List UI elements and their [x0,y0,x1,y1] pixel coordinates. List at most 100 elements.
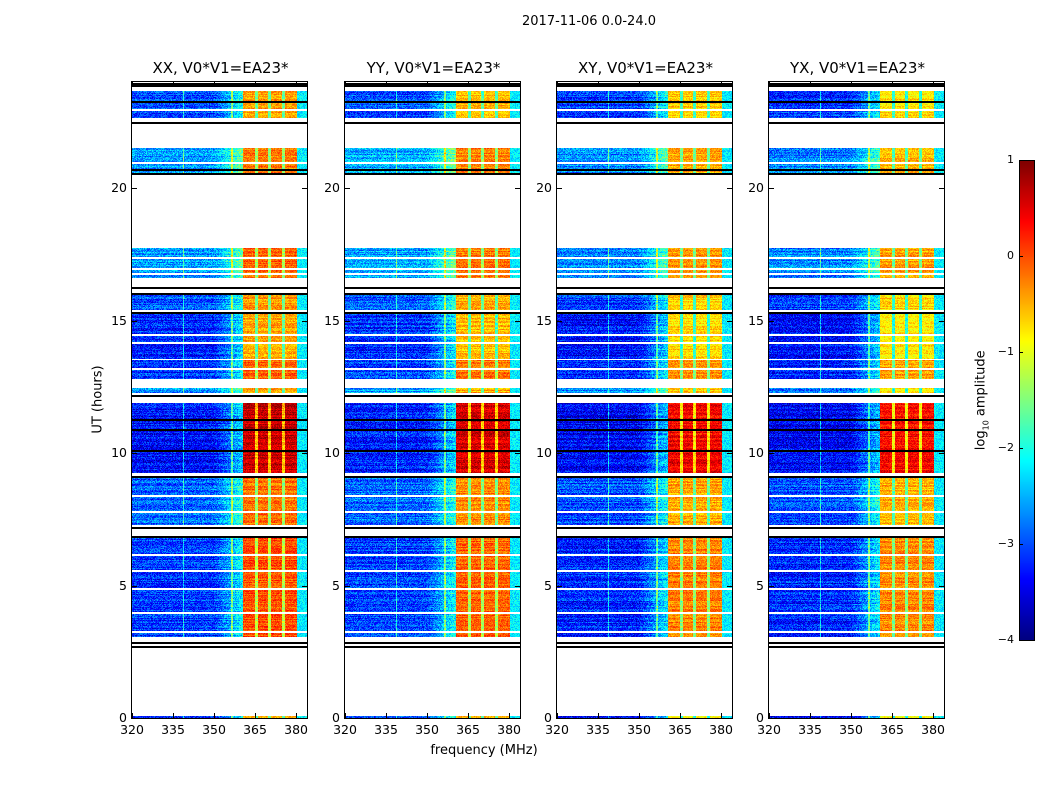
colorbar-tick-mark [1019,160,1023,161]
y-tick-label: 15 [111,312,127,328]
y-tick-mark [302,320,307,322]
y-tick-mark [132,453,137,454]
y-tick-mark [769,453,774,454]
y-tick-mark [557,453,562,454]
x-tick-mark [769,82,770,87]
y-tick-mark [345,585,350,587]
y-tick-mark [727,320,732,322]
x-tick-mark [296,713,298,718]
heatmap-cells [132,82,307,718]
x-tick-label: 350 [415,722,439,737]
x-tick-mark [345,713,346,718]
x-tick-mark [255,713,257,718]
y-tick-label: 20 [111,180,127,195]
y-tick-mark [515,453,520,454]
x-tick-mark [639,713,641,718]
y-tick-mark [132,718,137,719]
y-tick-mark [132,320,137,322]
y-tick-label: 10 [111,445,127,460]
x-tick-label: 380 [921,722,945,737]
y-tick-label: 15 [536,312,552,328]
x-tick-mark [557,713,558,718]
x-tick-mark [509,82,511,87]
y-tick-label: 5 [756,577,764,593]
y-tick-label: 20 [324,180,340,195]
x-tick-label: 320 [333,722,357,737]
x-tick-mark [468,82,470,87]
x-axis-label: frequency (MHz) [430,743,538,758]
x-tick-mark [345,82,346,87]
colorbar [1019,160,1035,641]
colorbar-tick-mark [1019,448,1023,449]
x-tick-label: 335 [161,722,185,737]
y-tick-label: 15 [748,312,764,328]
heatmap-cells [345,82,520,718]
x-tick-label: 335 [798,722,822,737]
colorbar-tick-mark [1019,352,1023,353]
panel-title: XX, V0*V1=EA23* [152,59,289,77]
y-tick-mark [515,585,520,587]
x-tick-mark [386,82,388,87]
y-tick-label: 10 [536,445,552,460]
y-tick-mark [302,188,307,189]
y-tick-label: 0 [119,710,127,725]
panel-title: XY, V0*V1=EA23* [578,59,713,77]
colorbar-tick-label: 1 [1007,153,1014,166]
y-tick-label: 10 [748,445,764,460]
y-tick-mark [769,320,774,322]
x-tick-mark [214,82,216,87]
x-tick-label: 350 [627,722,651,737]
figure-title: 2017-11-06 0.0-24.0 [522,14,656,29]
x-tick-mark [132,713,133,718]
y-tick-mark [557,320,562,322]
y-tick-label: 0 [332,710,340,725]
y-tick-mark [557,585,562,587]
x-tick-mark [851,82,853,87]
x-tick-mark [598,713,600,718]
spectrogram-panel-3: XY, V0*V1=EA23* 0 5 10 15 20 320 335 350 365 380 [536,59,733,737]
x-tick-mark [173,82,175,87]
y-tick-mark [939,585,944,587]
x-tick-label: 365 [243,722,267,737]
x-tick-mark [386,713,388,718]
y-tick-label: 10 [324,445,340,460]
x-tick-label: 350 [839,722,863,737]
colorbar-tick-mark [1019,544,1023,545]
colorbar-tick-label: −3 [997,537,1014,550]
colorbar-tick-label: −2 [997,441,1014,454]
x-tick-mark [214,713,216,718]
y-tick-mark [769,718,774,719]
colorbar-tick-label: 0 [1007,249,1014,262]
y-tick-label: 20 [536,180,552,195]
y-tick-mark [557,188,562,189]
y-tick-mark [515,320,520,322]
x-tick-mark [810,82,812,87]
panel-title: YX, V0*V1=EA23* [790,59,925,77]
y-tick-mark [302,453,307,454]
x-tick-mark [427,82,429,87]
y-tick-label: 0 [756,710,764,725]
x-tick-mark [680,713,682,718]
y-tick-mark [515,188,520,189]
y-tick-mark [727,718,732,719]
y-tick-mark [345,453,350,454]
y-tick-mark [727,585,732,587]
y-tick-mark [939,718,944,719]
y-tick-mark [302,718,307,719]
y-tick-label: 20 [748,180,764,195]
y-axis-label: UT (hours) [90,365,106,434]
y-tick-mark [557,718,562,719]
heatmap-cells [557,82,732,718]
x-tick-label: 320 [757,722,781,737]
x-tick-label: 320 [120,722,144,737]
x-tick-mark [810,713,812,718]
y-tick-mark [302,585,307,587]
spectrogram-panel-2: YY, V0*V1=EA23* 0 5 10 15 20 320 335 350 365 380 [324,59,521,737]
colorbar-tick-mark [1019,256,1023,257]
x-tick-label: 320 [545,722,569,737]
y-tick-mark [727,188,732,189]
y-tick-label: 15 [324,312,340,328]
x-tick-mark [933,713,935,718]
x-tick-mark [557,82,558,87]
y-tick-label: 5 [119,577,127,593]
